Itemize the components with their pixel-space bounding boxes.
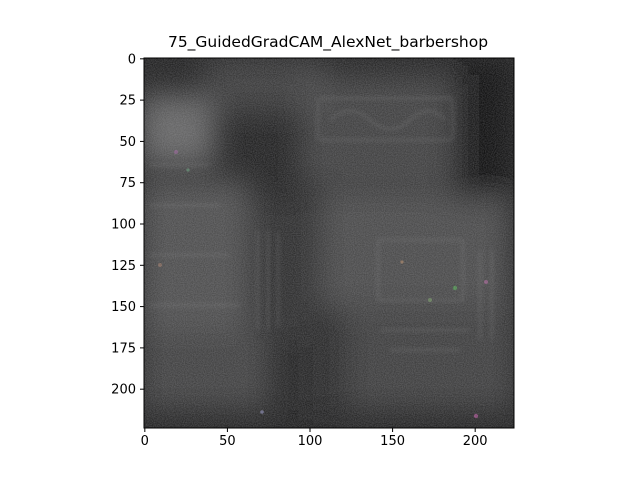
y-tick-label: 100 bbox=[111, 218, 136, 233]
x-tick-label: 200 bbox=[463, 434, 488, 449]
x-tick-label: 0 bbox=[141, 434, 149, 449]
y-tick-label: 50 bbox=[119, 135, 136, 150]
x-tick-label: 150 bbox=[380, 434, 405, 449]
x-tick-label: 100 bbox=[298, 434, 323, 449]
y-tick-label: 0 bbox=[128, 52, 136, 67]
y-tick-label: 150 bbox=[111, 300, 136, 315]
plot-title: 75_GuidedGradCAM_AlexNet_barbershop bbox=[167, 33, 489, 51]
y-tick-label: 25 bbox=[119, 94, 136, 109]
y-tick-label: 175 bbox=[111, 341, 136, 356]
y-tick-label: 75 bbox=[119, 176, 136, 191]
y-tick-label: 200 bbox=[111, 383, 136, 398]
x-tick-label: 50 bbox=[219, 434, 236, 449]
axes-frame bbox=[143, 57, 515, 429]
x-axis: 0 50 100 150 200 bbox=[141, 428, 488, 449]
y-axis: 0 25 50 75 100 125 150 175 200 bbox=[111, 52, 144, 398]
heatmap-image bbox=[144, 58, 514, 428]
y-tick-label: 125 bbox=[111, 259, 136, 274]
